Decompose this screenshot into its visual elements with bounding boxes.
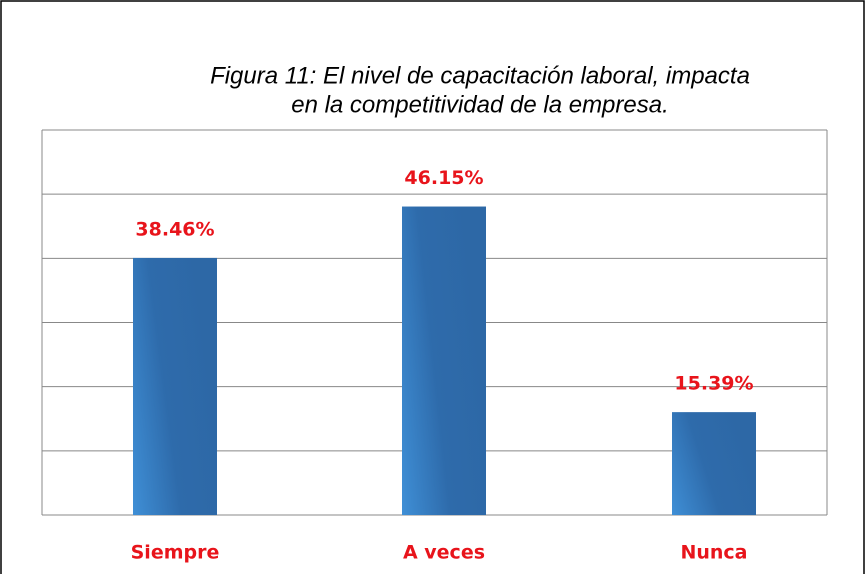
chart-subtitle: en la competitividad de la empresa. — [291, 91, 669, 118]
x-tick-label: Siempre — [131, 542, 220, 564]
x-tick-label: A veces — [403, 542, 485, 564]
chart-title: Figura 11: El nivel de capacitación labo… — [210, 62, 750, 89]
bar — [133, 257, 217, 515]
bar — [402, 206, 486, 516]
data-label: 38.46% — [135, 218, 214, 240]
bar — [672, 412, 756, 515]
data-label: 46.15% — [404, 167, 483, 189]
x-tick-label: Nunca — [680, 542, 747, 564]
data-label: 15.39% — [674, 373, 753, 395]
